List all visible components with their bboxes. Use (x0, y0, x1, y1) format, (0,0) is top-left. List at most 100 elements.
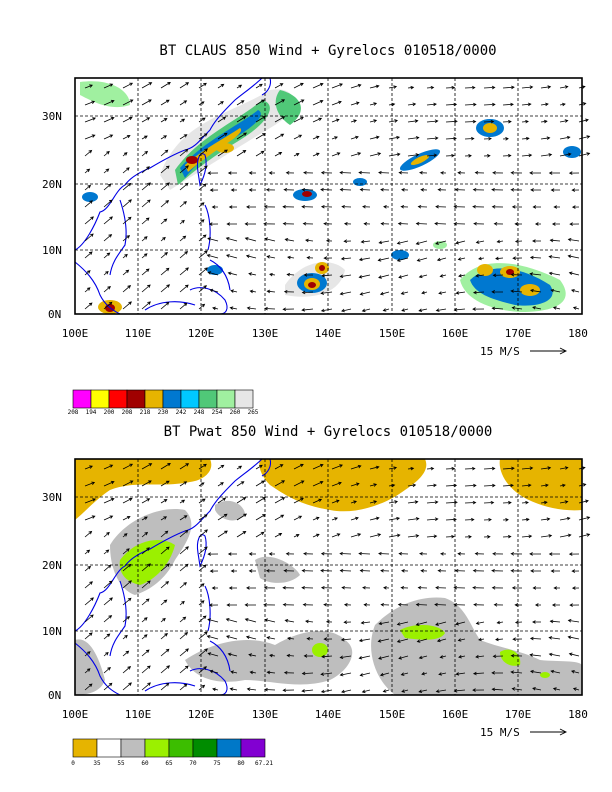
wind-vector-arrow (400, 291, 409, 295)
wind-vector-arrow (511, 687, 523, 691)
colorbar-swatch (180, 389, 200, 409)
wind-vector-arrow (244, 603, 257, 607)
wind-vector-arrow (301, 308, 314, 312)
wind-vector-arrow (320, 689, 333, 694)
wind-vector-arrow (103, 531, 110, 538)
reference-vector-panel-1: 15 M/S (480, 345, 568, 358)
wind-vector-arrow (380, 602, 390, 607)
wind-vector-arrow (491, 205, 504, 209)
lon-label: 150E (379, 708, 406, 721)
wind-vector-arrow (496, 239, 504, 244)
wind-vector-arrow (207, 171, 219, 175)
wind-vector-arrow (179, 100, 188, 106)
wind-vector-arrow (236, 132, 248, 140)
precipitable-water-field (75, 459, 582, 695)
wind-vector-arrow (339, 655, 352, 659)
wind-vector-arrow (84, 84, 93, 89)
wind-vector-arrow (179, 515, 188, 521)
wind-vector-arrow (398, 274, 409, 279)
wind-vector-arrow (369, 483, 378, 487)
wind-vector-arrow (198, 267, 208, 276)
wind-vector-arrow (122, 516, 131, 521)
wind-vector-arrow (483, 136, 492, 141)
wind-vector-arrow (530, 569, 542, 573)
wind-vector-arrow (339, 551, 352, 556)
wind-vector-arrow (400, 672, 409, 676)
wind-vector-arrow (160, 99, 170, 106)
wind-vector-arrow (122, 253, 128, 259)
panel-claus: BT CLAUS 850 Wind + Gyrelocs 010518/0000 (42, 43, 591, 416)
wind-vector-arrow (455, 672, 466, 676)
wind-vector-arrow (398, 655, 409, 660)
wind-vector-arrow (578, 533, 591, 538)
wind-vector-arrow (572, 687, 580, 691)
wind-vector-arrow (378, 170, 390, 175)
wind-vector-arrow (360, 620, 371, 625)
wind-vector-arrow (303, 273, 314, 277)
wind-vector-arrow (236, 150, 247, 157)
wind-vector-arrow (341, 689, 352, 694)
wind-vector-arrow (502, 500, 512, 505)
wind-vector-arrow (502, 137, 509, 141)
wind-vector-arrow (255, 480, 265, 487)
wind-vector-arrow (534, 222, 541, 226)
wind-vector-arrow (293, 99, 305, 106)
wind-vector-arrow (453, 688, 466, 693)
wind-vector-arrow (179, 302, 188, 310)
lat-label: 20N (42, 178, 62, 191)
wind-vector-arrow (103, 480, 115, 487)
wind-vector-arrow (551, 603, 560, 607)
wind-vector-arrow (418, 308, 428, 312)
wind-vector-arrow (141, 236, 148, 242)
wind-vector-arrow (521, 119, 529, 124)
wind-vector-arrow (84, 168, 91, 174)
lon-label: 140E (315, 327, 342, 340)
wind-vector-arrow (436, 257, 447, 262)
colorbar-tick-label: 208 (122, 409, 133, 416)
wind-vector-arrow (312, 152, 320, 157)
wind-vector-arrow (474, 171, 485, 175)
wind-vector-arrow (457, 171, 466, 175)
wind-vector-arrow (198, 234, 207, 242)
wind-vector-arrow (84, 233, 94, 242)
wind-vector-arrow (245, 254, 257, 259)
wind-vector-arrow (84, 149, 93, 157)
wind-vector-arrow (122, 548, 130, 555)
wind-vector-arrow (248, 552, 257, 556)
wind-vector-arrow (475, 654, 485, 659)
colorbar-swatch (216, 738, 242, 758)
wind-vector-arrow (473, 221, 485, 226)
wind-vector-arrow (198, 583, 205, 589)
wind-vector-arrow (268, 171, 276, 175)
wind-vector-arrow (160, 648, 170, 657)
wind-vector-arrow (230, 569, 237, 573)
wind-vector-arrow (331, 499, 340, 504)
colorbar-tick-label: 65 (165, 760, 173, 767)
wind-vector-arrow (198, 219, 205, 225)
wind-vector-arrow (141, 301, 151, 310)
colorbar-labels-panel-1: 208 194 200 208 218 230 242 248 254 260 … (68, 409, 259, 416)
wind-vector-arrow (160, 682, 170, 691)
colorbar-swatch (198, 389, 218, 409)
wind-vector-arrow (198, 463, 207, 470)
wind-vector-arrow (464, 85, 476, 90)
wind-vector-arrow (293, 82, 304, 89)
wind-vector-arrow (350, 533, 362, 538)
wind-vector-arrow (198, 202, 205, 208)
wind-vector-arrow (548, 271, 561, 276)
panel-1-title: BT CLAUS 850 Wind + Gyrelocs 010518/0000 (159, 43, 496, 59)
wind-vector-arrow (340, 256, 352, 261)
wind-vector-arrow (84, 251, 93, 259)
wind-vector-arrow (454, 187, 466, 192)
wind-vector-arrow (567, 618, 580, 623)
wind-vector-arrow (179, 267, 189, 276)
wind-vector-arrow (198, 631, 208, 640)
wind-vector-arrow (227, 271, 238, 276)
wind-vector-arrow (320, 585, 333, 590)
wind-vector-arrow (141, 682, 151, 691)
wind-vector-arrow (229, 687, 238, 691)
wind-vector-arrow (532, 205, 541, 209)
colorbar-labels-panel-2: 0 35 55 60 65 70 75 80 67.21 (71, 760, 273, 767)
wind-vector-arrow (84, 465, 93, 470)
wind-vector-arrow (369, 516, 380, 521)
